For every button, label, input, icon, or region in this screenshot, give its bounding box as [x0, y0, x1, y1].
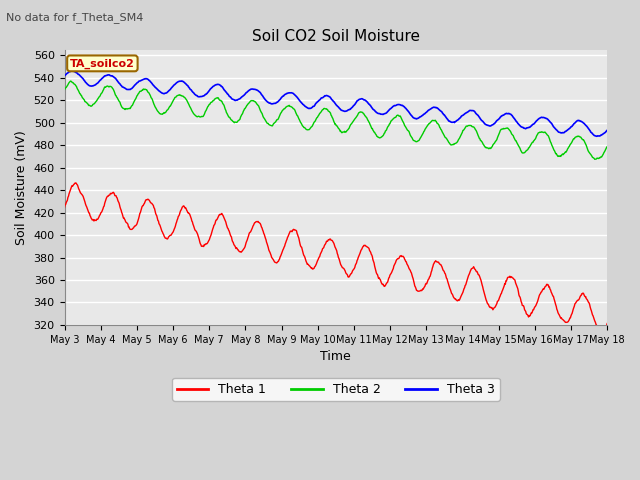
Text: TA_soilco2: TA_soilco2	[70, 58, 135, 69]
Text: No data for f_Theta_SM4: No data for f_Theta_SM4	[6, 12, 144, 23]
Y-axis label: Soil Moisture (mV): Soil Moisture (mV)	[15, 130, 28, 245]
Title: Soil CO2 Soil Moisture: Soil CO2 Soil Moisture	[252, 29, 420, 44]
X-axis label: Time: Time	[321, 350, 351, 363]
Legend: Theta 1, Theta 2, Theta 3: Theta 1, Theta 2, Theta 3	[172, 378, 500, 401]
